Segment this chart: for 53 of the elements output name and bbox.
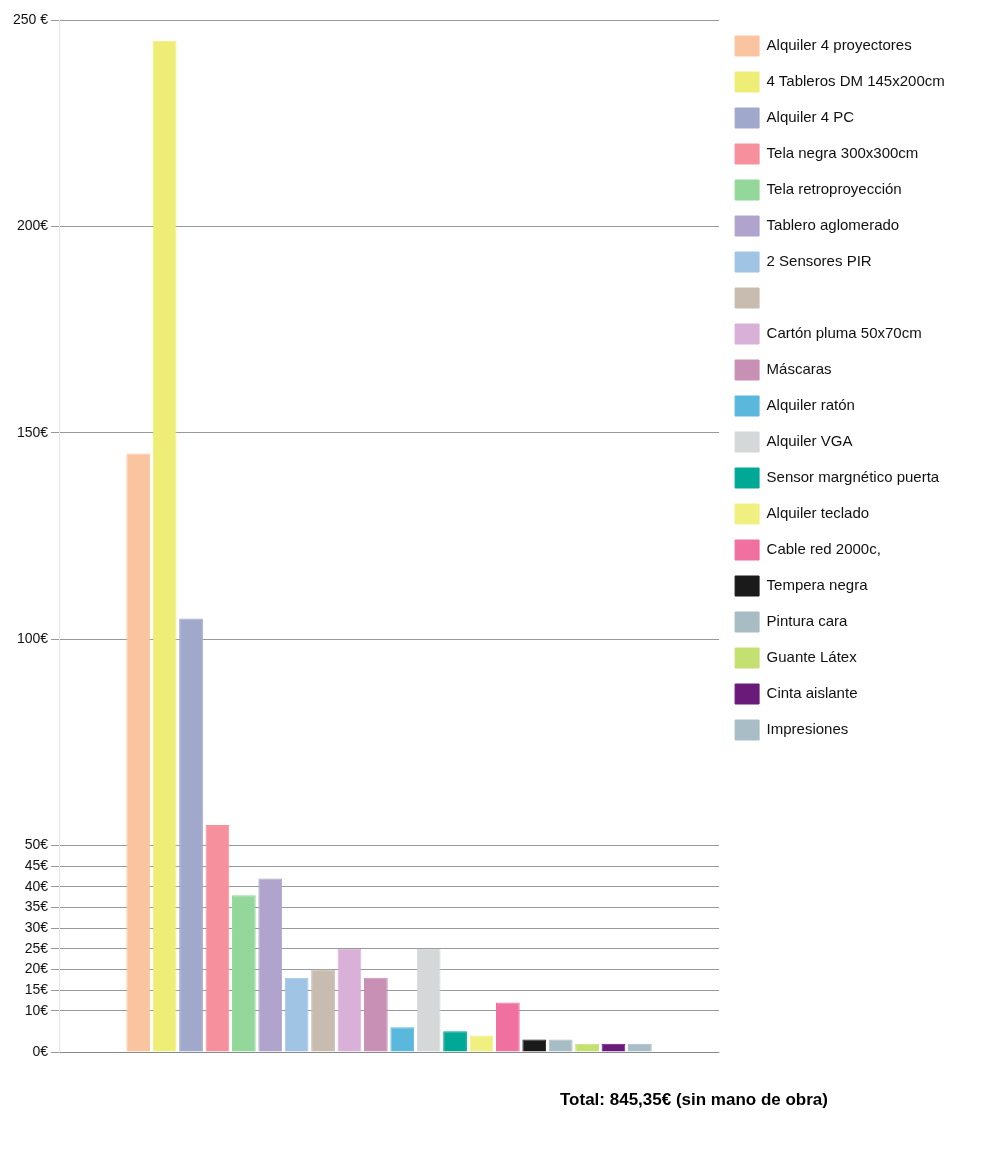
legend-label: Alquiler VGA (766, 432, 853, 450)
text: Total: 845,35€ (sin mano de obra) (560, 1090, 828, 1110)
legend-label: Máscaras (766, 360, 832, 378)
bar (363, 977, 388, 1052)
bar (443, 1031, 467, 1052)
y-tick-label: 100€ (16, 630, 49, 647)
bar (495, 1002, 520, 1052)
bar (231, 895, 256, 1052)
y-tick-label: 0€ (32, 1042, 49, 1059)
legend-label: Alquiler 4 PC (766, 108, 855, 126)
legend-label: Tablero aglomerado (766, 216, 900, 234)
y-tick-label: 40€ (24, 877, 49, 894)
legend-label: Alquiler teclado (766, 504, 870, 522)
legend-label: Impresiones (766, 720, 849, 738)
bar (628, 1043, 652, 1052)
legend-label: Sensor margnético puerta (766, 468, 940, 486)
legend-label: Pintura cara (766, 612, 849, 630)
bar (469, 1035, 494, 1052)
bar (416, 948, 441, 1052)
legend-label: Cinta aislante (766, 684, 858, 702)
legend-label: Alquiler 4 proyectores (766, 36, 912, 54)
legend-label: Guante Látex (766, 648, 858, 666)
legend-label: 2 Sensores PIR (766, 252, 872, 270)
y-tick-label: 30€ (24, 919, 49, 936)
y-tick-label: 10€ (24, 1001, 49, 1018)
y-tick-label: 25€ (24, 939, 49, 956)
bar (548, 1039, 573, 1052)
y-tick-label: 200€ (16, 217, 49, 234)
legend-label: Cartón pluma 50x70cm (766, 324, 922, 342)
legend-label: Alquiler ratón (766, 396, 855, 414)
bar (126, 453, 151, 1052)
legend-label: Tela negra 300x300cm (766, 144, 919, 162)
y-tick-label: 35€ (24, 898, 49, 915)
bar (337, 948, 362, 1052)
legend-label: Tempera negra (766, 576, 869, 594)
bar (179, 618, 203, 1052)
y-tick-label: 15€ (24, 980, 49, 997)
legend-label: Tela retroproyección (766, 180, 902, 198)
bar (152, 40, 177, 1052)
bar (205, 824, 230, 1052)
y-tick-label: 150€ (16, 423, 49, 440)
y-tick-label: 250 € (12, 10, 49, 27)
legend-label: 4 Tableros DM 145x200cm (766, 72, 945, 90)
legend-label: Cable red 2000c, (766, 540, 881, 558)
bar (284, 977, 309, 1052)
bar (575, 1043, 599, 1052)
bar (522, 1039, 547, 1052)
bar (311, 969, 335, 1052)
y-tick-label: 50€ (24, 836, 49, 853)
y-tick-label: 20€ (24, 960, 49, 977)
bar (258, 878, 283, 1052)
bar (390, 1027, 415, 1052)
y-tick-label: 45€ (24, 857, 49, 874)
